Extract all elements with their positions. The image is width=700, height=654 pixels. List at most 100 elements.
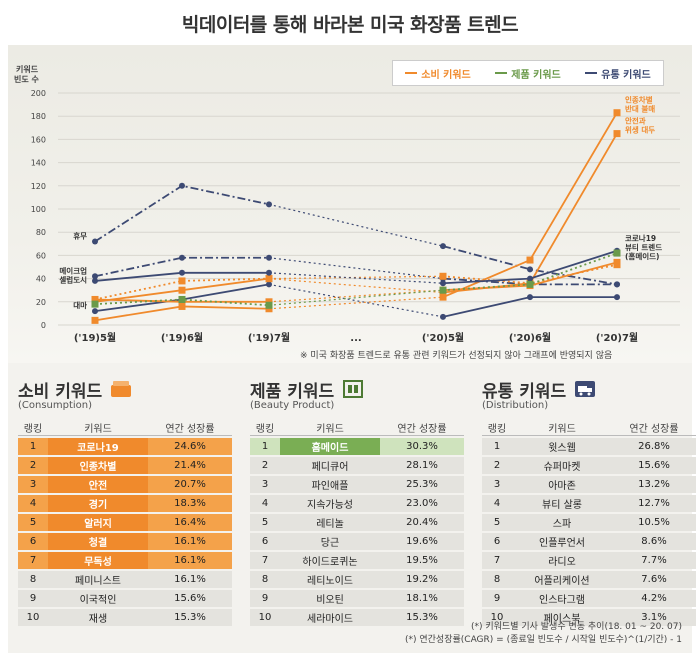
- growth-cell: 19.5%: [380, 552, 464, 569]
- section-title-text: 제품 키워드: [250, 381, 335, 402]
- y-axis-label-line1: 키워드: [16, 64, 39, 74]
- table-row: 2 페디큐어 28.1%: [250, 457, 464, 474]
- header-keyword: 키워드: [48, 420, 148, 436]
- data-point: [92, 273, 98, 280]
- table-row: 5 스파 10.5%: [482, 514, 696, 531]
- section-title-consumption: 소비 키워드: [18, 378, 232, 402]
- y-tick-label: 40: [36, 275, 46, 284]
- rank-cell: 7: [18, 552, 48, 569]
- rank-cell: 2: [250, 457, 280, 474]
- page-title: 빅데이터를 통해 바라본 미국 화장품 트렌드: [181, 14, 519, 36]
- rank-cell: 4: [18, 495, 48, 512]
- table-row: 9 비오틴 18.1%: [250, 590, 464, 607]
- section-subtitle-consumption: (Consumption): [18, 400, 93, 411]
- y-axis-label-line2: 빈도 수: [14, 74, 40, 84]
- table-product: 랭킹 키워드 연간 성장률 1 홈메이드 30.3% 2 페디큐어 28.1% 3 파인애플 2…: [250, 418, 464, 628]
- header-keyword: 키워드: [512, 420, 612, 436]
- series-line: [442, 263, 618, 285]
- table-row: 2 슈퍼마켓 15.6%: [482, 457, 696, 474]
- keyword-cell: 알러지: [48, 514, 148, 531]
- annotation-label: 대마: [73, 300, 87, 310]
- keyword-cell: 무독성: [48, 552, 148, 569]
- growth-cell: 28.1%: [380, 457, 464, 474]
- table-row: 1 홈메이드 30.3%: [250, 438, 464, 455]
- series-line: [94, 256, 269, 278]
- y-tick-label: 160: [31, 135, 46, 144]
- keyword-cell: 비오틴: [280, 590, 380, 607]
- keyword-cell: 당근: [280, 533, 380, 550]
- x-tick-label: ('19)7월: [248, 332, 290, 344]
- annotation-label: 휴무: [73, 230, 87, 240]
- table-row: 6 청결 16.1%: [18, 533, 232, 550]
- keyword-cell: 레티노이드: [280, 571, 380, 588]
- data-point: [439, 272, 447, 280]
- keyword-cell: 안전: [48, 476, 148, 493]
- data-point: [526, 280, 534, 288]
- keyword-cell: 아마존: [512, 476, 612, 493]
- header-rank: 랭킹: [18, 420, 48, 436]
- y-tick-label: 0: [41, 321, 46, 330]
- table-row: 4 지속가능성 23.0%: [250, 495, 464, 512]
- series-gap-line: [268, 296, 444, 310]
- rank-cell: 5: [18, 514, 48, 531]
- growth-cell: 15.6%: [148, 590, 232, 607]
- series-line: [94, 298, 270, 307]
- table-row: 4 경기 18.3%: [18, 495, 232, 512]
- keyword-cell: 슈퍼마켓: [512, 457, 612, 474]
- growth-cell: 10.5%: [612, 514, 696, 531]
- keyword-cell: 세라마이드: [280, 609, 380, 626]
- keyword-cell: 윗스웹: [512, 438, 612, 455]
- annotation-label: 반대 불매: [625, 104, 655, 114]
- data-point: [266, 269, 272, 276]
- data-point: [439, 293, 447, 301]
- rank-cell: 9: [482, 590, 512, 607]
- growth-cell: 18.3%: [148, 495, 232, 512]
- data-point: [178, 302, 186, 310]
- growth-cell: 16.1%: [148, 533, 232, 550]
- legend-label-distribution: 유통 키워드: [601, 69, 651, 81]
- data-point: [179, 254, 185, 261]
- data-point: [527, 275, 533, 282]
- growth-cell: 23.0%: [380, 495, 464, 512]
- rank-cell: 8: [18, 571, 48, 588]
- chart-note: ※ 미국 화장품 트렌드로 유통 관련 키워드가 선정되지 않아 그래프에 반영…: [300, 351, 613, 361]
- rank-cell: 2: [18, 457, 48, 474]
- legend-label-consumption: 소비 키워드: [421, 69, 471, 81]
- series-line: [442, 245, 618, 286]
- series-gap-line: [268, 257, 444, 280]
- rank-cell: 7: [482, 552, 512, 569]
- keyword-cell: 어플리케이션: [512, 571, 612, 588]
- keyword-cell: 뷰티 살롱: [512, 495, 612, 512]
- rank-cell: 4: [250, 495, 280, 512]
- keyword-cell: 홈메이드: [280, 438, 380, 455]
- section-distribution: 유통 키워드 (Distribution) 랭킹 키워드 연간 성장률 1 윗스웹…: [482, 378, 696, 628]
- series-gap-line: [268, 278, 444, 294]
- keyword-cell: 라디오: [512, 552, 612, 569]
- rank-cell: 1: [250, 438, 280, 455]
- annotation-label: 인종차별: [625, 95, 653, 105]
- rank-cell: 4: [482, 495, 512, 512]
- series-gap-line: [268, 275, 444, 280]
- growth-cell: 26.8%: [612, 438, 696, 455]
- footnote-2: (*) 연간성장률(CAGR) = (종료일 빈도수 / 시작일 빈도수)^(1…: [404, 635, 682, 645]
- annotation-label: 코로나19: [625, 233, 656, 243]
- data-point: [439, 286, 447, 294]
- y-tick-label: 180: [31, 112, 46, 121]
- keyword-cell: 인스타그램: [512, 590, 612, 607]
- series-gap-line: [268, 203, 444, 247]
- annotation-label: 위생 대두: [625, 125, 655, 135]
- chart-legend: 소비 키워드 제품 키워드 유통 키워드: [392, 60, 664, 86]
- growth-cell: 12.7%: [612, 495, 696, 512]
- growth-cell: 16.1%: [148, 571, 232, 588]
- growth-cell: 21.4%: [148, 457, 232, 474]
- y-tick-label: 200: [31, 89, 46, 98]
- x-tick-label: ('19)5월: [74, 332, 116, 344]
- table-row: 1 코로나19 24.6%: [18, 438, 232, 455]
- y-tick-label: 120: [31, 182, 46, 191]
- y-tick-label: 80: [36, 228, 46, 237]
- data-point: [178, 295, 186, 303]
- rank-cell: 10: [250, 609, 280, 626]
- keyword-cell: 인종차별: [48, 457, 148, 474]
- keyword-cell: 이국적인: [48, 590, 148, 607]
- table-consumption: 랭킹 키워드 연간 성장률 1 코로나19 24.6% 2 인종차별 21.4% 3 안전 20…: [18, 418, 232, 628]
